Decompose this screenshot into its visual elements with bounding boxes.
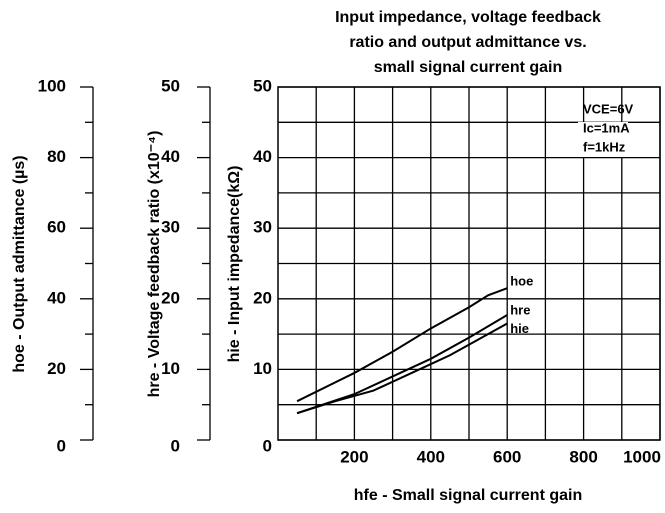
y-tick-label: 40 xyxy=(253,147,272,166)
tick-label: 40 xyxy=(47,288,66,307)
series-line xyxy=(296,287,508,403)
y3-axis-label: hoe - Output admittance (µs) xyxy=(11,155,28,372)
chart-title: small signal current gain xyxy=(374,59,563,76)
series-label: hie xyxy=(510,321,529,336)
condition: Ic=1mA xyxy=(583,120,630,135)
y-axis-label: hie - Input impedance(kΩ) xyxy=(226,166,243,363)
conditions-box xyxy=(578,122,628,157)
tick-label: 40 xyxy=(161,147,180,166)
tick-label: 0 xyxy=(171,436,180,455)
y-tick-label: 50 xyxy=(253,76,272,95)
x-tick-label: 800 xyxy=(569,447,597,466)
y-tick-label: 30 xyxy=(253,218,272,237)
tick-label: 20 xyxy=(47,359,66,378)
y2-axis-label: hre - Voltage feedback ratio (x10⁻⁴) xyxy=(146,131,163,398)
tick-label: 0 xyxy=(57,436,66,455)
series-label: hre xyxy=(510,302,530,317)
x-tick-label: 1000 xyxy=(623,447,661,466)
y-tick-label: 10 xyxy=(253,359,272,378)
x-tick-label: 200 xyxy=(340,447,368,466)
plot-frame xyxy=(277,86,661,441)
tick-label: 100 xyxy=(38,76,66,95)
tick-label: 50 xyxy=(161,76,180,95)
y-tick-label: 20 xyxy=(253,288,272,307)
chart-title: ratio and output admittance vs. xyxy=(349,34,586,51)
series-line xyxy=(296,314,508,415)
condition: VCE=6V xyxy=(583,101,634,116)
y-tick-label: 0 xyxy=(263,436,272,455)
condition: f=1kHz xyxy=(583,139,626,154)
tick-label: 20 xyxy=(161,288,180,307)
tick-label: 60 xyxy=(47,218,66,237)
tick-label: 10 xyxy=(161,359,180,378)
x-axis-label: hfe - Small signal current gain xyxy=(354,487,583,504)
chart-title: Input impedance, voltage feedback xyxy=(335,9,601,26)
x-tick-label: 400 xyxy=(417,447,445,466)
series-label: hoe xyxy=(510,274,533,289)
x-tick-label: 600 xyxy=(493,447,521,466)
series-line xyxy=(296,322,508,415)
tick-label: 30 xyxy=(161,218,180,237)
tick-label: 80 xyxy=(47,147,66,166)
